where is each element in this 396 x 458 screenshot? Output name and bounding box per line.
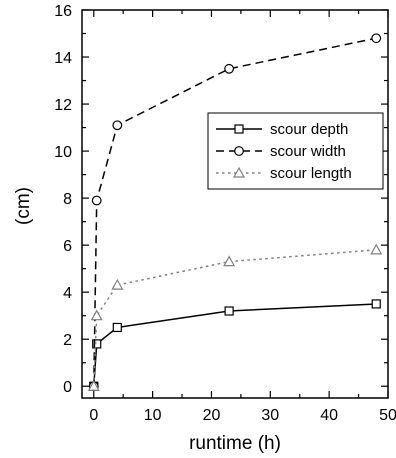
legend-marker [234,146,244,156]
legend-label: scour depth [270,121,348,138]
x-tick-label: 0 [89,407,98,424]
legend-label: scour width [270,143,346,160]
data-point [92,339,102,349]
x-tick-label: 10 [144,407,162,424]
legend-label: scour length [270,165,352,182]
series-scour-depth [89,299,381,391]
y-tick-label: 10 [54,144,72,161]
legend-marker [234,124,244,134]
y-tick-label: 4 [63,285,72,302]
y-tick-label: 0 [63,379,72,396]
x-axis: 0 10 20 30 40 50 [89,10,396,424]
series-scour-length [87,243,383,391]
y-tick-label: 16 [54,3,72,20]
legend-marker [232,166,246,178]
y-axis-title: (cm) [13,187,34,225]
y-tick-label: 8 [63,191,72,208]
x-axis-title: runtime (h) [189,433,281,454]
series-line [93,303,377,387]
data-point [371,33,382,44]
series-layer [87,33,383,392]
data-point [87,380,100,391]
data-point [370,243,383,255]
series-line [93,37,377,387]
series-scour-width [88,33,382,392]
data-point [224,63,235,74]
y-tick-label: 14 [54,50,72,67]
series-line [93,249,377,387]
legend: scour depth scour width scour length [207,112,384,190]
data-point [112,120,123,131]
data-point [371,299,381,309]
data-point [223,255,236,267]
data-point [90,309,103,321]
y-axis: 0 2 4 6 8 10 12 14 16 [54,3,388,396]
data-point [91,195,102,206]
y-tick-label: 2 [63,332,72,349]
x-tick-label: 20 [203,407,221,424]
plot-area: 0 10 20 30 40 50 0 2 4 6 8 10 12 14 16 [54,3,396,424]
x-tick-label: 50 [379,407,396,424]
y-tick-label: 12 [54,97,72,114]
data-point [111,278,124,290]
x-tick-label: 30 [261,407,279,424]
x-tick-label: 40 [320,407,338,424]
y-tick-label: 6 [63,238,72,255]
data-point [112,322,122,333]
data-point [224,306,234,316]
plot-frame [81,9,389,399]
